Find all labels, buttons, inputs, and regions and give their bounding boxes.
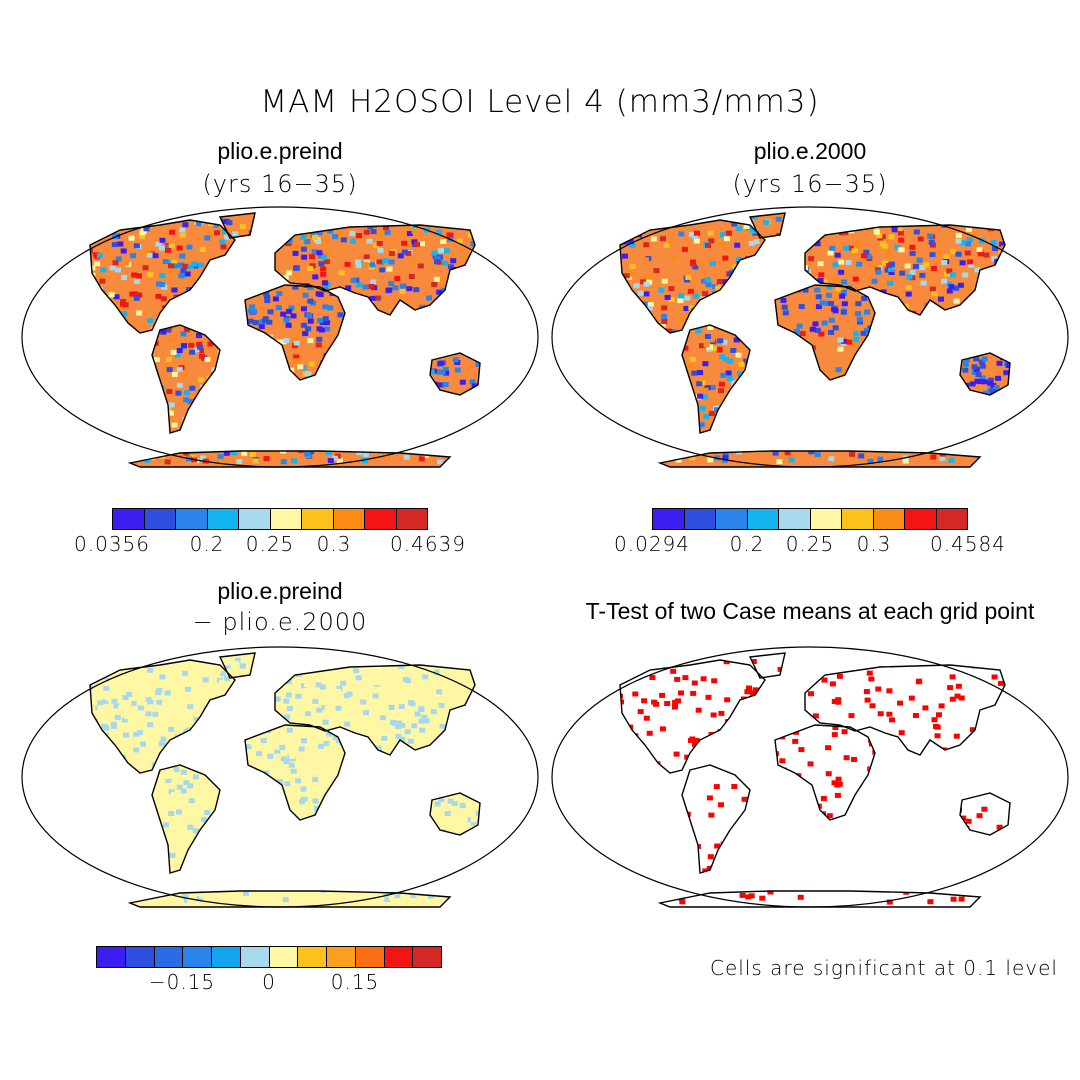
colorbar-swatch <box>873 509 905 529</box>
colorbar-swatch <box>355 947 385 967</box>
map-frame <box>21 206 539 468</box>
colorbar-tick: 0.4584 <box>930 532 1006 556</box>
panel-title-difference: plio.e.preind <box>217 578 343 604</box>
colorbar-tick: 0.4639 <box>390 532 466 556</box>
colorbar-tick: −0.15 <box>148 970 216 994</box>
colorbar-tick: 0 <box>262 970 276 994</box>
map-frame <box>551 206 1069 468</box>
colorbar-swatches <box>652 508 968 530</box>
colorbar-difference <box>96 946 442 968</box>
colorbar-swatch <box>183 947 212 967</box>
coastlines <box>619 212 1011 468</box>
coastlines <box>619 652 1011 908</box>
colorbar-swatch <box>176 509 208 529</box>
map-frame <box>21 646 539 908</box>
colorbar-swatch <box>298 947 327 967</box>
colorbar-swatch <box>125 947 155 967</box>
colorbar-swatch <box>302 509 334 529</box>
colorbar-swatch <box>747 509 779 529</box>
colorbar-swatch <box>936 509 967 529</box>
colorbar-swatch <box>905 509 937 529</box>
colorbar-tick: 0.0294 <box>614 532 690 556</box>
coastlines <box>89 652 481 908</box>
panel-title-ttest: T-Test of two Case means at each grid po… <box>585 598 1035 624</box>
colorbar-tick: 0.25 <box>785 532 835 556</box>
colorbar-swatch <box>113 509 145 529</box>
colorbar-swatches <box>112 508 428 530</box>
colorbar-tick: 0.25 <box>245 532 295 556</box>
colorbar-swatch <box>240 947 270 967</box>
colorbar-swatch <box>413 947 441 967</box>
colorbar-tick: 0.15 <box>330 970 380 994</box>
colorbar-tick: 0.3 <box>316 532 352 556</box>
colorbar-swatch <box>239 509 271 529</box>
colorbar-swatch <box>269 947 299 967</box>
colorbar-swatch <box>384 947 414 967</box>
panel-subtitle-difference: − plio.e.2000 <box>192 608 368 636</box>
colorbar-swatch <box>327 947 356 967</box>
colorbar-swatch <box>333 509 365 529</box>
map-frame <box>551 646 1069 908</box>
colorbar-tick: 0.3 <box>856 532 892 556</box>
colorbar-2000 <box>652 508 968 530</box>
colorbar-ticks-2000: 0.0294 0.2 0.25 0.3 0.4584 <box>614 530 1012 560</box>
colorbar-swatch <box>779 509 811 529</box>
colorbar-swatch <box>144 509 176 529</box>
colorbar-tick: 0.2 <box>189 532 225 556</box>
colorbar-swatch <box>154 947 184 967</box>
colorbar-swatch <box>653 509 685 529</box>
panel-subtitle-2000: (yrs 16−35) <box>732 170 888 198</box>
colorbar-swatch <box>365 509 397 529</box>
panel-title-2000: plio.e.2000 <box>753 138 867 164</box>
colorbar-preind <box>112 508 428 530</box>
colorbar-ticks-difference: −0.15 0 0.15 <box>96 968 456 998</box>
colorbar-swatch <box>270 509 302 529</box>
colorbar-swatch <box>842 509 874 529</box>
colorbar-swatch <box>684 509 716 529</box>
significance-note: Cells are significant at 0.1 level <box>710 956 1058 980</box>
coastlines <box>89 212 481 468</box>
colorbar-swatch <box>97 947 126 967</box>
colorbar-swatch <box>716 509 748 529</box>
colorbar-swatch <box>212 947 241 967</box>
colorbar-swatch <box>207 509 239 529</box>
map-preind <box>21 206 539 468</box>
panel-subtitle-preind: (yrs 16−35) <box>202 170 358 198</box>
colorbar-tick: 0.0356 <box>74 532 150 556</box>
figure-title: MAM H2OSOI Level 4 (mm3/mm3) <box>260 84 820 120</box>
colorbar-tick: 0.2 <box>729 532 765 556</box>
map-difference <box>21 646 539 908</box>
map-2000 <box>551 206 1069 468</box>
map-ttest <box>551 646 1069 908</box>
colorbar-swatch <box>396 509 427 529</box>
colorbar-swatches <box>96 946 442 968</box>
panel-title-preind: plio.e.preind <box>217 138 343 164</box>
colorbar-swatch <box>810 509 842 529</box>
colorbar-ticks-preind: 0.0356 0.2 0.25 0.3 0.4639 <box>74 530 472 560</box>
